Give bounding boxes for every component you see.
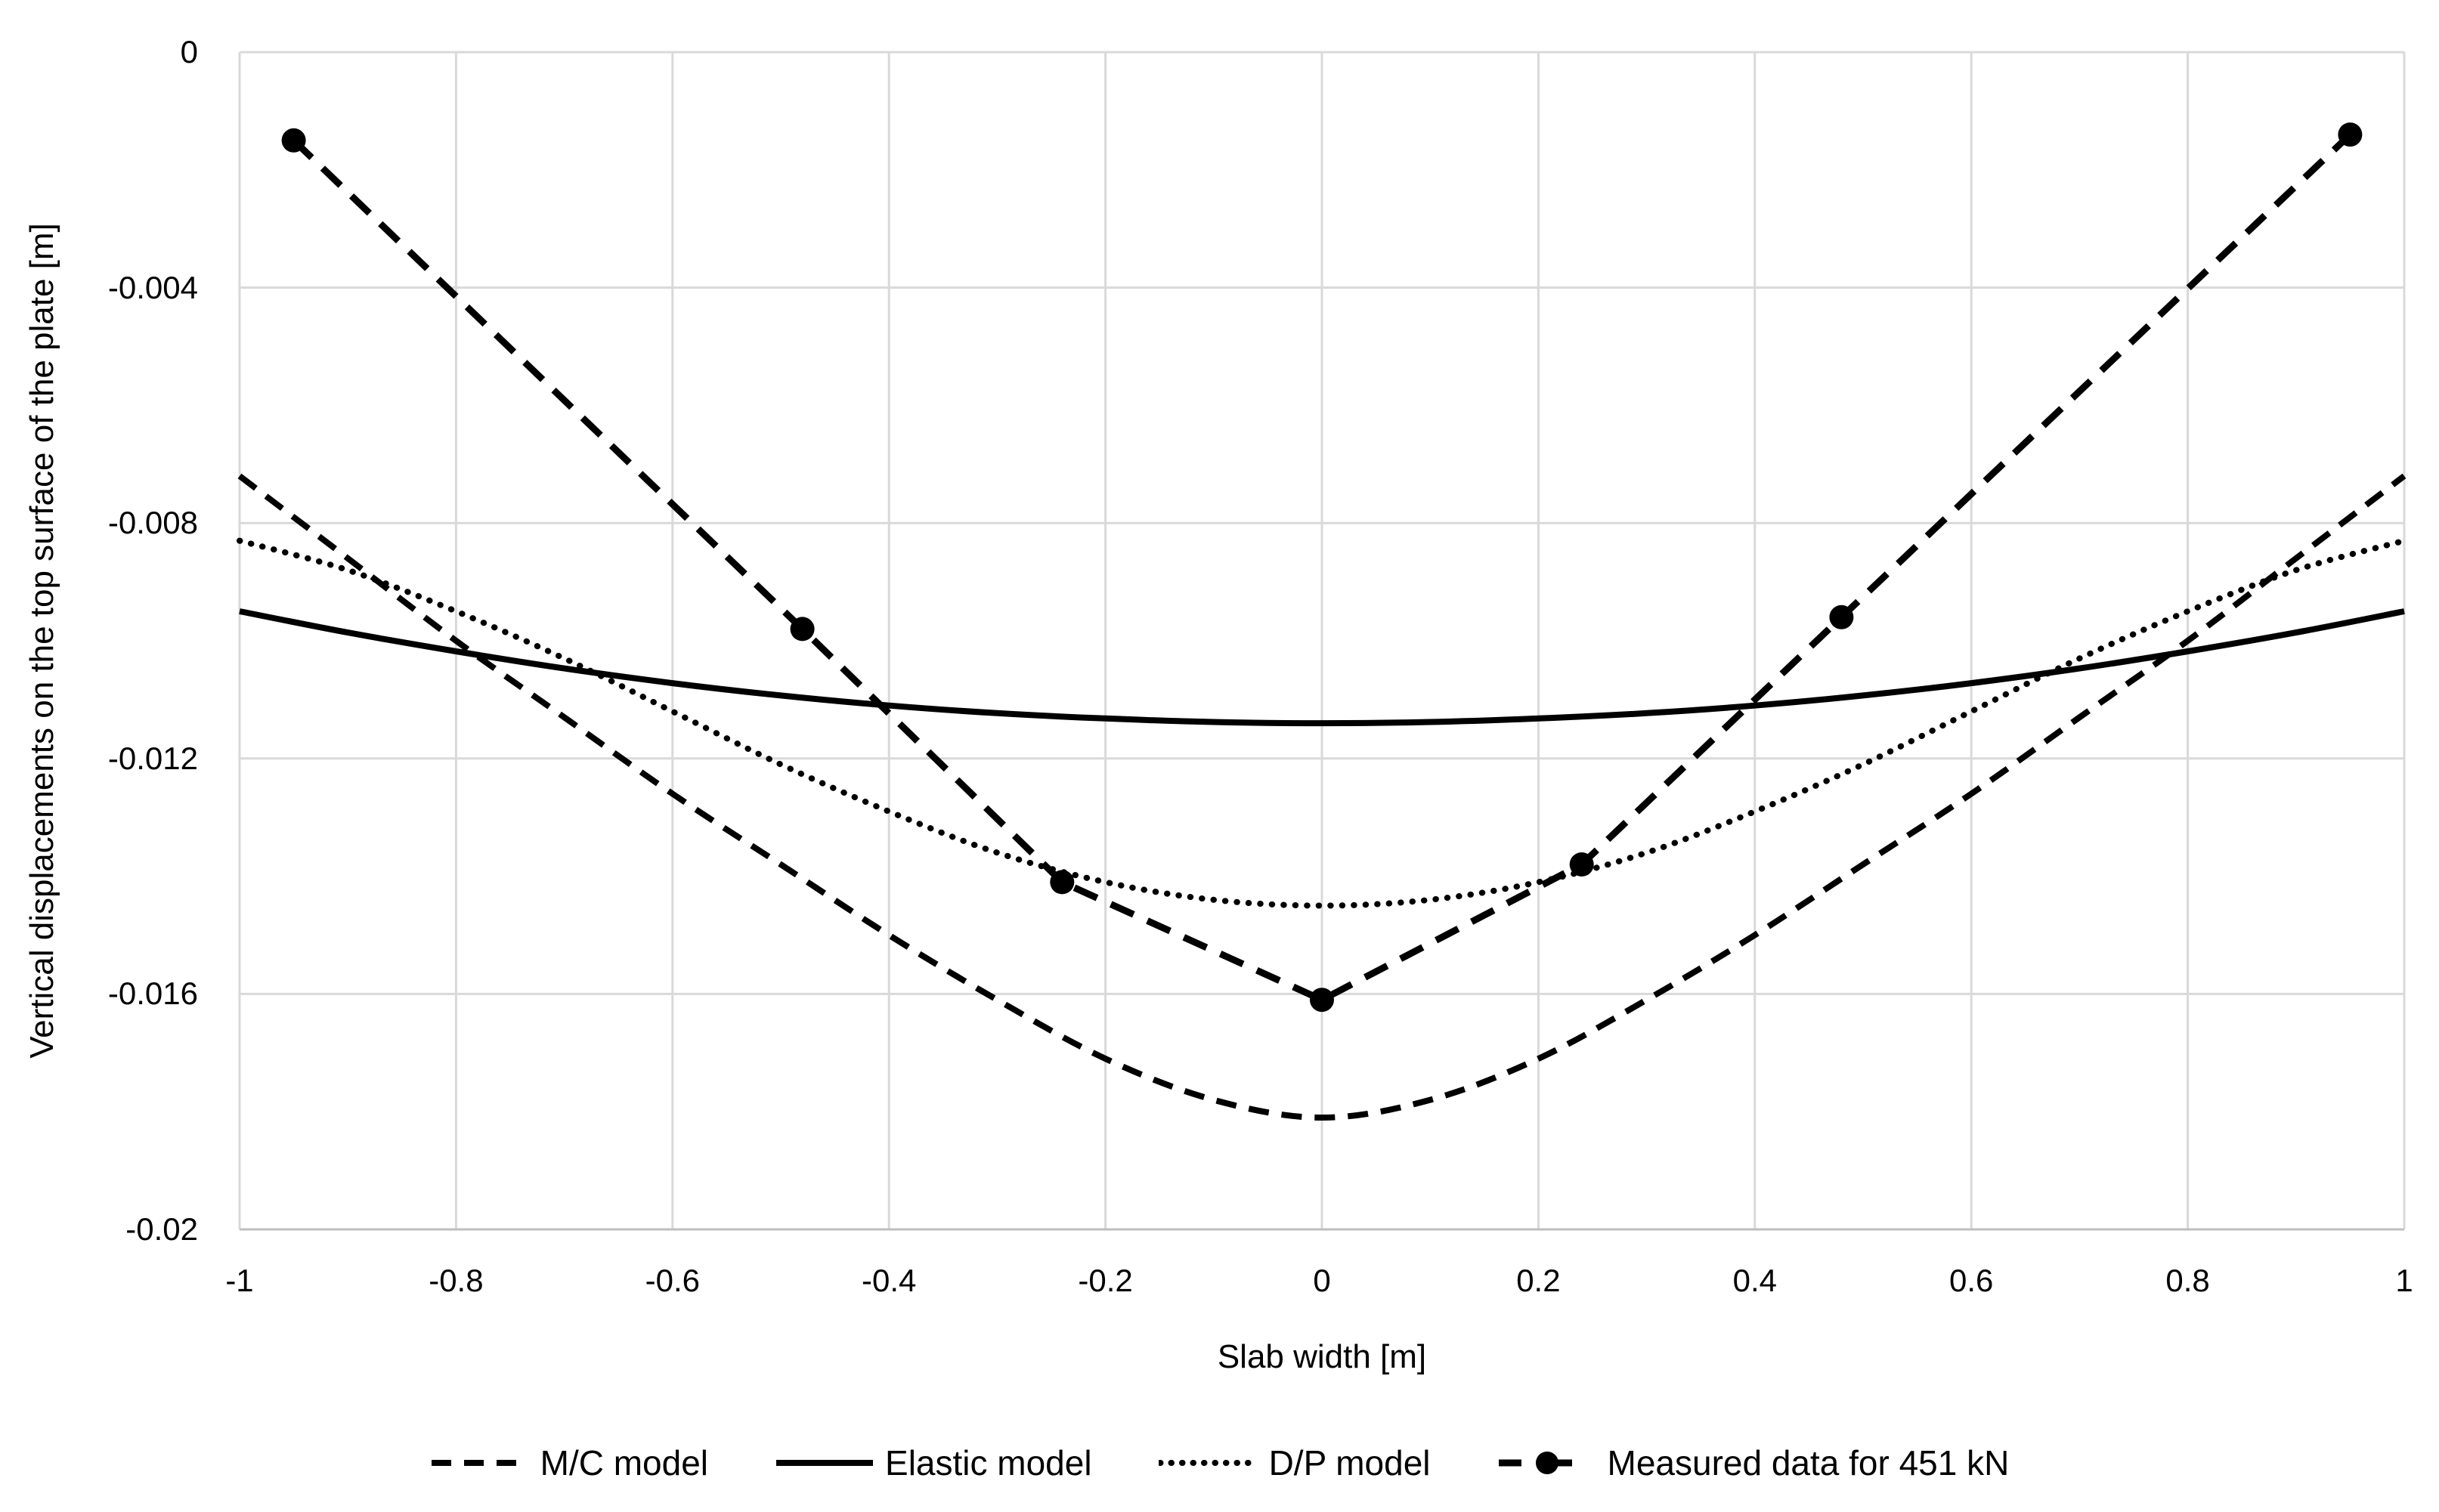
data-point-marker: [1310, 988, 1334, 1013]
x-axis-title: Slab width [m]: [1217, 1338, 1427, 1375]
x-tick-label: -0.8: [429, 1263, 484, 1298]
legend-label: M/C model: [540, 1443, 709, 1483]
data-point-marker: [1050, 870, 1075, 895]
x-tick-label: 0: [1313, 1263, 1331, 1298]
x-tick-label: 0.2: [1516, 1263, 1561, 1298]
x-tick-label: -0.2: [1078, 1263, 1133, 1298]
legend-sample-dotted-icon: [1158, 1460, 1258, 1466]
x-tick-label: 0.4: [1732, 1263, 1777, 1298]
y-axis-title: Vertical displacements on the top surfac…: [23, 223, 60, 1059]
x-tick-label: 0.8: [2165, 1263, 2210, 1298]
series-m-c-model: [237, 473, 2407, 1121]
legend-label: Measured data for 451 kN: [1607, 1443, 2010, 1483]
legend-sample-dash-marker-icon: [1498, 1452, 1596, 1474]
x-tick-label: -0.4: [862, 1263, 917, 1298]
x-tick-label: 0.6: [1948, 1263, 1994, 1298]
x-tick-label: -1: [225, 1263, 254, 1298]
legend-sample-dashed-icon: [431, 1460, 528, 1466]
y-tick-label: -0.016: [107, 976, 198, 1012]
y-tick-label: -0.012: [107, 740, 198, 776]
legend: M/C model Elastic model D/P model Measured …: [0, 1433, 2439, 1493]
series-d-p-model: [237, 537, 2407, 909]
legend-item-m-c-model: M/C model: [430, 1442, 708, 1483]
series-elastic-model: [239, 608, 2405, 727]
y-tick-label: -0.004: [107, 269, 198, 305]
x-tick-label: -0.6: [645, 1263, 700, 1298]
legend-sample-solid-icon: [776, 1460, 874, 1466]
data-point-marker: [1829, 604, 1854, 629]
y-tick-label: -0.02: [125, 1211, 198, 1247]
legend-label: D/P model: [1268, 1443, 1431, 1483]
legend-item-measured-data-for-451-kn: Measured data for 451 kN: [1497, 1442, 2010, 1483]
legend-item-d-p-model: D/P model: [1158, 1442, 1431, 1483]
data-point-marker: [790, 617, 815, 642]
data-point-marker: [1569, 852, 1594, 877]
legend-item-elastic-model: Elastic model: [775, 1442, 1092, 1483]
y-tick-label: -0.008: [107, 505, 198, 541]
x-tick-label: 1: [2395, 1263, 2413, 1298]
y-tick-label: 0: [180, 34, 198, 70]
data-point-marker: [2338, 122, 2363, 147]
legend-label: Elastic model: [885, 1443, 1092, 1483]
data-point-marker: [281, 128, 306, 153]
